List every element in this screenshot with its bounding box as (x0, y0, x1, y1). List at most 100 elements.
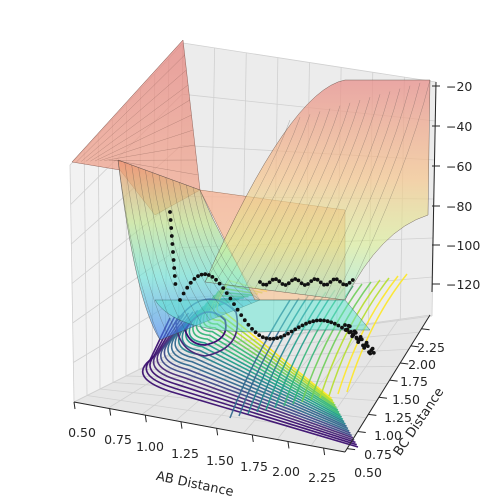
trajectory-point (253, 330, 258, 335)
mesh-line (274, 99, 361, 292)
trajectory-point (199, 272, 204, 277)
trajectory-point (343, 323, 347, 327)
x-tick-label: 1.75 (240, 459, 268, 474)
trajectory-point (168, 218, 173, 222)
trajectory-point (368, 351, 373, 356)
z-tick-label: −100 (446, 238, 480, 253)
surface-right-ridge (204, 79, 431, 301)
trajectory-point (347, 324, 352, 329)
trajectory-point (181, 291, 186, 296)
x-tick-mark (109, 408, 112, 416)
z-tick-label: −120 (446, 277, 480, 292)
trajectory-point (347, 280, 352, 285)
trajectory-point (232, 302, 236, 306)
mesh-line (172, 179, 227, 314)
mesh-line (179, 182, 236, 311)
axis-lines (73, 81, 437, 453)
trajectory-point (359, 337, 364, 342)
z-axis-line (431, 81, 437, 293)
trajectory-point (221, 286, 226, 290)
mesh-line (334, 82, 421, 299)
mesh-line (117, 159, 161, 341)
trajectory-point (171, 258, 176, 262)
y-tick-mark (357, 430, 366, 433)
trajectory-point (296, 325, 301, 330)
x-tick-label: 0.75 (104, 432, 132, 447)
trajectory-point (275, 336, 280, 340)
trajectory-point (365, 344, 370, 348)
trajectory-point (304, 321, 308, 326)
y-tick-mark (378, 396, 388, 399)
trajectory-point (261, 282, 266, 287)
grid-line (182, 42, 437, 83)
mesh-line (304, 91, 391, 295)
mesh-line (71, 39, 184, 163)
mesh-line (294, 94, 381, 294)
x-tick-mark (323, 447, 326, 456)
trajectory-point (328, 280, 333, 284)
mesh-line (138, 167, 186, 331)
trajectory-point (293, 327, 298, 332)
trajectory-point (264, 282, 269, 287)
mesh-line (314, 88, 401, 297)
trajectory-point (349, 330, 353, 334)
trajectory-point (302, 283, 307, 287)
x-tick-mark (216, 428, 219, 436)
mesh-line (76, 54, 185, 162)
trajectory-point (271, 336, 276, 341)
trajectory-point (332, 321, 337, 326)
y-tick-label: 0.75 (364, 447, 392, 462)
trajectory-point (196, 274, 200, 278)
trajectory-point (290, 278, 294, 283)
trajectory-point (169, 234, 174, 238)
trajectory-point (331, 277, 336, 282)
trajectory-point (296, 278, 301, 283)
trajectory-point (334, 277, 339, 282)
mesh-line (90, 99, 190, 162)
mesh-line (254, 105, 341, 289)
trajectory-point (345, 327, 350, 332)
y-tick-mark (389, 379, 398, 382)
trajectory-point (322, 318, 326, 323)
trajectory-point (318, 318, 323, 323)
trajectory-point (289, 329, 294, 334)
trajectory-point (371, 351, 376, 355)
y-tick-label: 2.25 (417, 340, 445, 355)
x-axis-ticks: 0.50 0.75 1.00 1.25 1.50 1.75 2.00 2.25 (68, 401, 336, 485)
mesh-line (145, 169, 194, 327)
mesh-line (224, 114, 311, 285)
trajectory-point (280, 282, 285, 286)
contour-line (301, 283, 363, 403)
trajectory-point (306, 282, 310, 286)
trajectory-point (188, 280, 193, 285)
trajectory-point (336, 323, 341, 328)
x-tick-mark (287, 441, 290, 449)
y-tick-mark (368, 413, 377, 416)
mesh-line (192, 187, 252, 304)
mesh-line (124, 162, 169, 337)
y-tick-mark (410, 345, 419, 348)
y-axis-line (344, 314, 431, 453)
trajectory-point (312, 277, 317, 281)
x-tick-mark (73, 401, 76, 410)
trajectory-point (309, 279, 314, 283)
trajectory-point (286, 281, 291, 286)
mesh-line (214, 117, 301, 284)
x-tick-mark (251, 434, 254, 442)
trajectory-point (278, 335, 283, 339)
mesh-line (99, 129, 194, 161)
trajectory-point (267, 280, 272, 285)
trajectory-point (318, 280, 323, 285)
z-axis-ticks: −120 −100 −80 −60 −40 −20 (432, 79, 480, 292)
x-axis-label: AB Distance (155, 469, 235, 496)
x-tick-label: 1.25 (171, 446, 199, 461)
mesh-line (199, 189, 261, 301)
trajectory-point (307, 320, 312, 325)
trajectory-point (178, 298, 182, 302)
trajectory-point (206, 273, 211, 277)
mesh-line (284, 97, 371, 293)
grid-line (164, 331, 420, 357)
trajectory-point (268, 337, 272, 341)
contour-line (310, 281, 372, 401)
